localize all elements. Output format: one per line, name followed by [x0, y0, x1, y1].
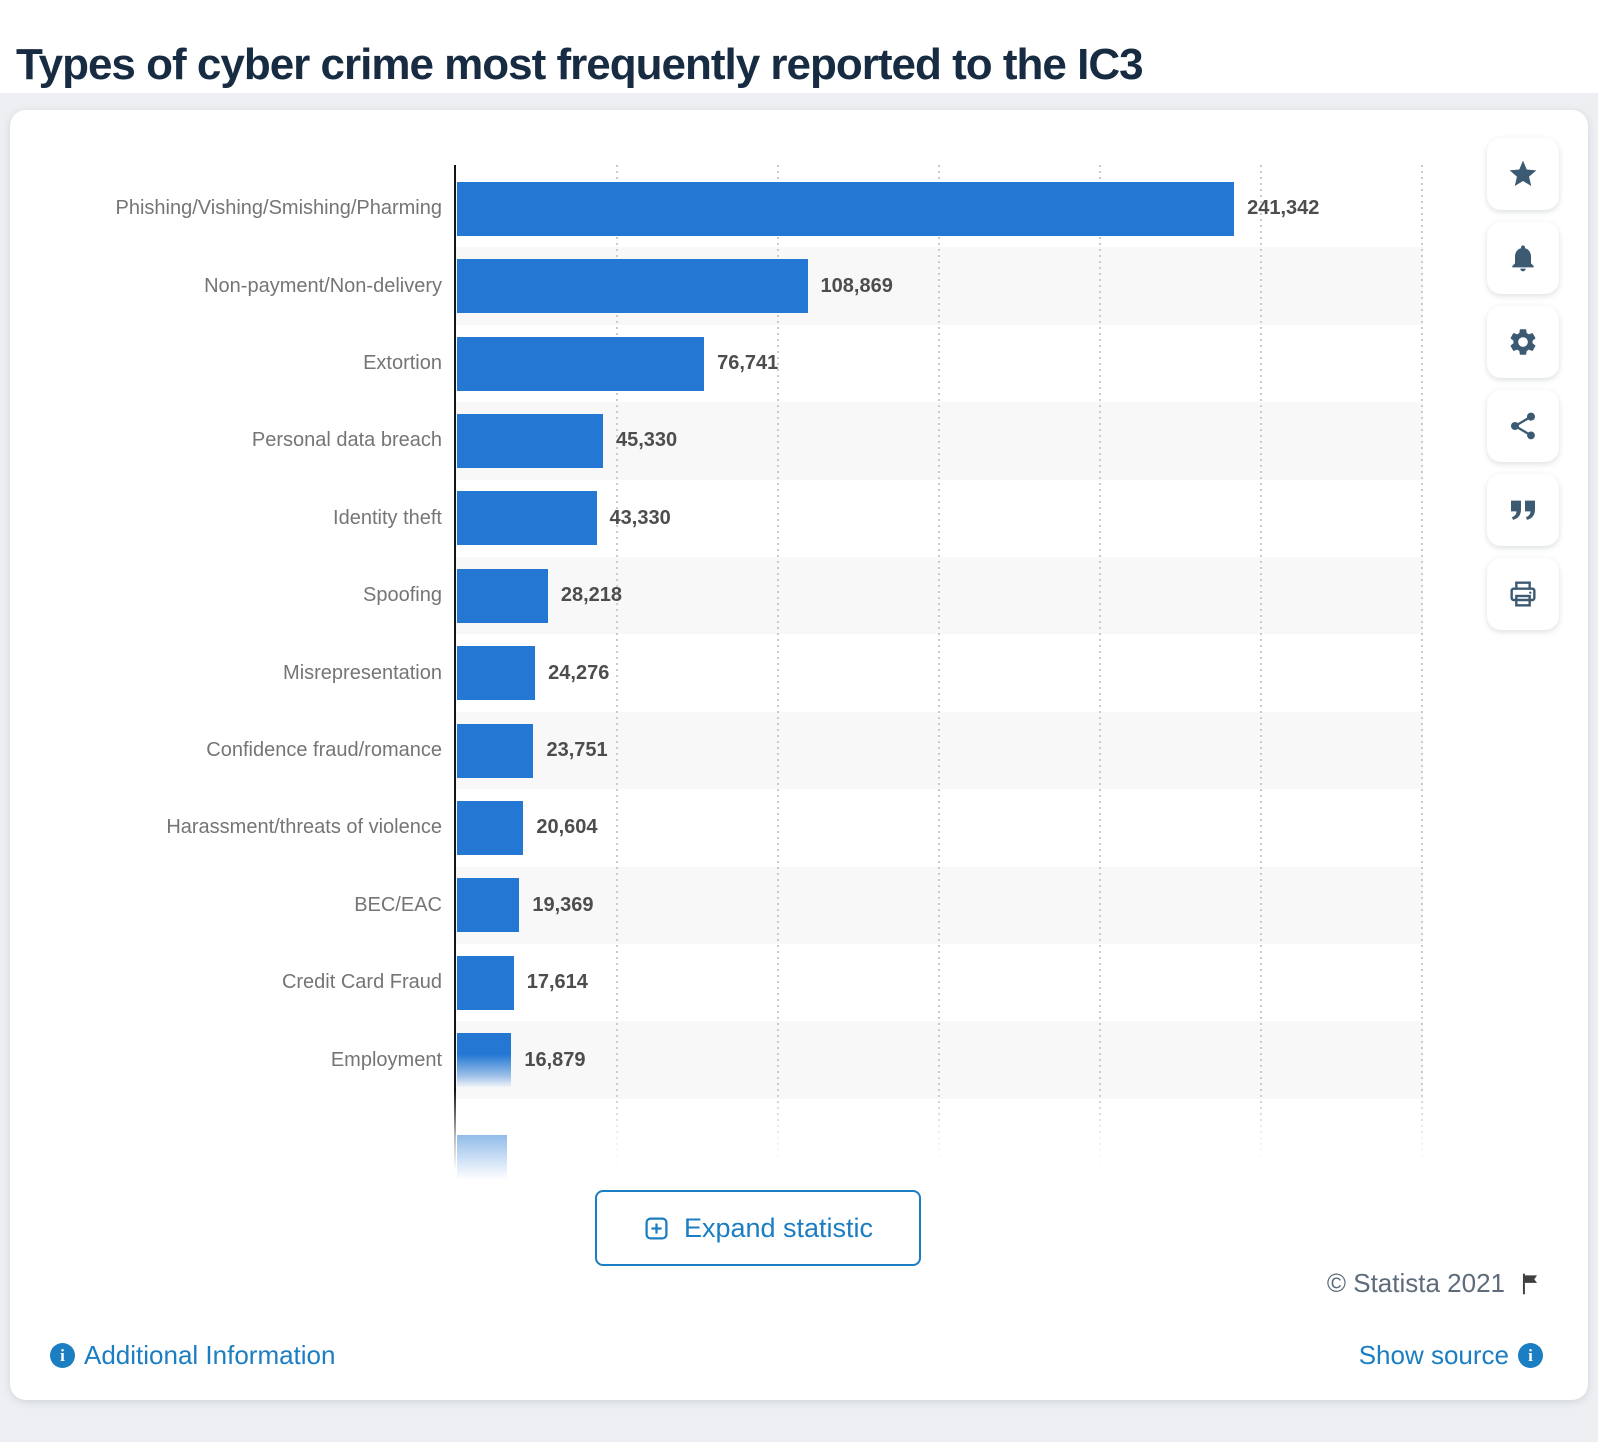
value-label: 45,330 — [615, 429, 678, 452]
bar[interactable] — [457, 800, 524, 855]
bar[interactable] — [457, 955, 514, 1010]
gridline — [616, 165, 618, 1170]
truncated-next-bar — [457, 1135, 507, 1180]
value-label: 16,879 — [524, 1048, 586, 1071]
printer-icon — [1510, 581, 1536, 607]
category-label: Harassment/threats of violence — [166, 816, 442, 839]
cite-button[interactable] — [1487, 474, 1559, 546]
bar-chart: Phishing/Vishing/Smishing/Pharming 241,34… — [30, 160, 1510, 1185]
category-label: Non-payment/Non-delivery — [204, 274, 442, 297]
show-source-label: Show source — [1358, 1340, 1509, 1370]
action-rail — [1487, 138, 1559, 642]
copyright: © Statista 2021 — [1327, 1268, 1543, 1299]
category-label: Personal data breach — [251, 429, 442, 452]
quote-icon — [1511, 500, 1535, 520]
show-source-link[interactable]: Show source i — [1359, 1340, 1543, 1371]
bar[interactable] — [457, 568, 548, 623]
settings-button[interactable] — [1487, 306, 1559, 378]
value-label: 19,369 — [532, 893, 594, 916]
report-flag-button[interactable] — [1517, 1271, 1543, 1297]
expand-statistic-button[interactable]: Expand statistic — [595, 1190, 921, 1266]
category-label: Misrepresentation — [283, 661, 442, 684]
flag-icon — [1522, 1273, 1538, 1294]
bar[interactable] — [457, 336, 705, 391]
category-label: Identity theft — [333, 506, 442, 529]
bar[interactable] — [457, 259, 808, 314]
y-axis-line — [454, 165, 456, 1170]
gridline — [1260, 165, 1262, 1170]
gridline — [938, 165, 940, 1170]
category-label: Phishing/Vishing/Smishing/Pharming — [115, 197, 442, 220]
info-icon: i — [50, 1343, 75, 1368]
category-label: BEC/EAC — [354, 893, 442, 916]
value-label: 28,218 — [560, 584, 623, 607]
category-label: Credit Card Fraud — [281, 971, 442, 994]
value-label: 17,614 — [526, 971, 588, 994]
value-label: 20,604 — [536, 816, 598, 839]
expand-statistic-label: Expand statistic — [683, 1212, 874, 1243]
gear-icon — [1510, 329, 1536, 355]
print-button[interactable] — [1487, 558, 1559, 630]
notifications-button[interactable] — [1487, 222, 1559, 294]
value-label: 23,751 — [546, 738, 608, 761]
plus-square-icon — [645, 1216, 668, 1240]
bar[interactable] — [457, 1033, 512, 1088]
statistic-card: Phishing/Vishing/Smishing/Pharming 241,34… — [10, 110, 1588, 1400]
bell-icon — [1512, 245, 1534, 272]
gridline — [1421, 165, 1423, 1170]
value-label: 241,342 — [1247, 197, 1320, 220]
share-icon — [1511, 412, 1535, 440]
gridline — [1099, 165, 1101, 1170]
value-label: 108,869 — [820, 274, 893, 297]
bar[interactable] — [457, 723, 534, 778]
category-label: Spoofing — [363, 584, 442, 607]
value-label: 76,741 — [717, 351, 779, 374]
bar[interactable] — [457, 878, 520, 933]
value-label: 43,330 — [609, 506, 671, 529]
copyright-text: © Statista 2021 — [1326, 1268, 1505, 1298]
bar[interactable] — [457, 491, 597, 546]
category-label: Employment — [330, 1048, 442, 1071]
favorite-button[interactable] — [1487, 138, 1559, 210]
share-button[interactable] — [1487, 390, 1559, 462]
value-label: 24,276 — [548, 661, 610, 684]
star-icon — [1509, 160, 1537, 186]
page-title: Types of cyber crime most frequently rep… — [16, 40, 1144, 90]
chart-bottom-fade — [30, 1090, 1510, 1185]
additional-information-link[interactable]: i Additional Information — [50, 1340, 335, 1371]
gridline — [777, 165, 779, 1170]
bar[interactable] — [457, 413, 603, 468]
bar[interactable] — [457, 181, 1235, 236]
additional-information-label: Additional Information — [84, 1340, 336, 1370]
bar[interactable] — [457, 646, 536, 701]
category-label: Extortion — [363, 351, 442, 374]
info-icon: i — [1518, 1343, 1543, 1368]
category-label: Confidence fraud/romance — [206, 738, 442, 761]
